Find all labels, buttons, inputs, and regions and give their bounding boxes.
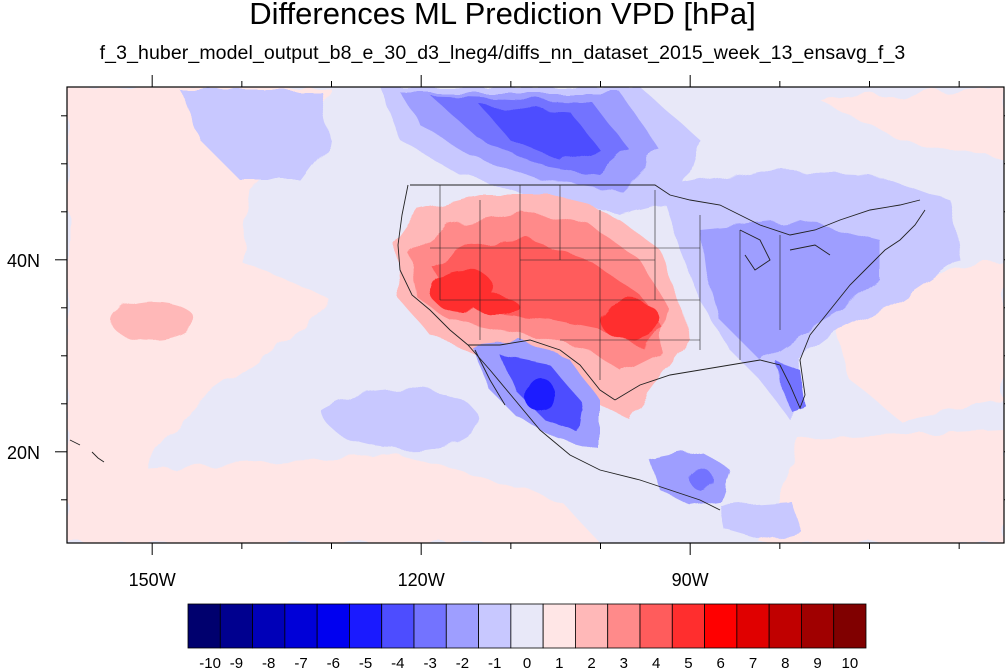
mexico-negative-peak: [526, 377, 554, 413]
great-lakes: [739, 229, 831, 271]
chart-title: Differences ML Prediction VPD [hPa]: [249, 0, 756, 31]
colorbar-box: [478, 603, 512, 649]
caribbean-negative: [720, 500, 800, 540]
colorbar-box: [575, 603, 609, 649]
colorbar-label: 8: [781, 655, 789, 672]
colorbar-label: -1: [488, 655, 501, 672]
colorbar-box: [252, 603, 286, 649]
plot-frame: [66, 86, 1005, 544]
west-coast: [397, 184, 469, 346]
colorbar-label: 1: [555, 655, 563, 672]
colorbar-box: [219, 603, 253, 649]
state-lines: [430, 185, 781, 380]
colorbar-box: [704, 603, 738, 649]
colorbar-box: [736, 603, 770, 649]
colorbar-label: 10: [842, 655, 859, 672]
us-canada-border: [410, 184, 921, 236]
colorbar-label: 3: [620, 655, 628, 672]
east-coast: [809, 209, 926, 336]
colorbar-label: -10: [199, 655, 221, 672]
texas-peak: [600, 300, 660, 340]
colorbar-box: [187, 603, 221, 649]
central-america-peak: [690, 470, 714, 490]
colorbar-box: [381, 603, 415, 649]
us-mexico-border: [468, 339, 616, 401]
y-tick-label: 20N: [7, 443, 40, 463]
colorbar-label: 2: [587, 655, 595, 672]
colorbar-box: [833, 603, 867, 649]
canada-negative-peak: [480, 105, 600, 160]
colorbar-label: 9: [813, 655, 821, 672]
colorbar-label: 6: [717, 655, 725, 672]
pacific-northwest-negative-zone: [180, 90, 330, 180]
pacific-west-positive-zone: [67, 87, 330, 543]
x-tick-label: 90W: [672, 570, 709, 590]
mexico-coast: [467, 344, 721, 511]
colorbar-box: [284, 603, 318, 649]
colorbar-label: 7: [749, 655, 757, 672]
gulf-coast: [614, 334, 811, 410]
colorbar-box: [316, 603, 350, 649]
colorbar-label: -5: [359, 655, 372, 672]
baja: [474, 349, 506, 406]
hawaii: [69, 439, 105, 463]
colorbar-label: -8: [262, 655, 275, 672]
x-tick-label: 120W: [398, 570, 445, 590]
axis-tick-labels: 150W 120W 90W 40N 20N: [7, 251, 709, 590]
colorbar-label: 4: [652, 655, 660, 672]
colorbar-box: [542, 603, 576, 649]
colorbar-box: [607, 603, 641, 649]
colorbar-box: [349, 603, 383, 649]
colorbar-label: 0: [523, 655, 531, 672]
colorbar-box: [671, 603, 705, 649]
colorbar-box: [413, 603, 447, 649]
pacific-subtropical-blob: [110, 300, 194, 340]
colorbar-label: -9: [230, 655, 243, 672]
chart-subtitle: f_3_huber_model_output_b8_e_30_d3_lneg4/…: [99, 42, 906, 64]
axis-ticks: [55, 75, 1005, 555]
colorbar-label: 5: [684, 655, 692, 672]
colorbar-box: [445, 603, 479, 649]
pacific-south-positive-zone: [100, 455, 600, 543]
colorbar-box: [768, 603, 802, 649]
colorbar-box: [510, 603, 544, 649]
colorbar-box: [801, 603, 835, 649]
colorbar-label: -6: [327, 655, 340, 672]
northeast-positive-zone: [820, 87, 1004, 160]
colorbar-box: [639, 603, 673, 649]
caribbean-positive-zone: [760, 430, 1004, 543]
colorbar-label: -7: [294, 655, 307, 672]
colorbar-label: -3: [423, 655, 436, 672]
y-tick-label: 40N: [7, 251, 40, 271]
colorbar-label: -4: [391, 655, 404, 672]
difference-field: [67, 87, 1004, 543]
coastlines-and-borders: [69, 184, 926, 511]
x-tick-label: 150W: [129, 570, 176, 590]
central-america-negative: [650, 450, 730, 505]
colorbar-label: -2: [456, 655, 469, 672]
pacific-southwest-negative-zone: [320, 388, 478, 451]
